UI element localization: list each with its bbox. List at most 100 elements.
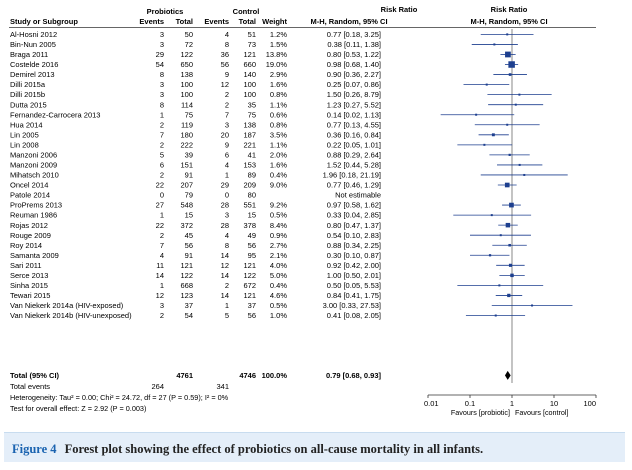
study-row: Lin 2005 7 180 20 187 3.5% 0.36 [0.16, 0.84]: [10, 130, 381, 139]
study-risk-ratio: 0.84 [0.41, 1.75]: [327, 291, 381, 300]
control-total: 153: [243, 161, 256, 170]
study-row: Reuman 1986 1 15 3 15 0.5% 0.33 [0.04, 2.85]: [10, 211, 381, 220]
study-weight: 1.1%: [270, 140, 287, 149]
probiotic-total: 15: [185, 211, 193, 220]
probiotic-events: 4: [160, 251, 164, 260]
study-weight: 3.5%: [270, 130, 287, 139]
forest-plot: Probiotics Control Risk Ratio Risk Ratio…: [9, 5, 597, 417]
probiotic-events: 2: [160, 311, 164, 320]
effect-square: [493, 43, 496, 46]
plot-method-header: M-H, Random, 95% CI: [470, 17, 547, 26]
total-n2: 4746: [239, 371, 256, 380]
heterogeneity-text: Heterogeneity: Tau² = 0.00; Chi² = 24.72…: [10, 393, 229, 402]
control-total: 100: [243, 80, 256, 89]
study-risk-ratio: 0.22 [0.05, 1.01]: [327, 140, 381, 149]
probiotic-events: 1: [160, 211, 164, 220]
total-n1: 4761: [176, 371, 193, 380]
study-row: Dilli 2015b 3 100 2 100 0.8% 1.50 [0.26, 8.79]: [10, 90, 381, 99]
study-row: Serce 2013 14 122 14 122 5.0% 1.00 [0.50, 2.01…: [10, 271, 381, 280]
figure-caption: Figure 4 Forest plot showing the effect o…: [12, 442, 483, 457]
total-ci: 0.79 [0.68, 0.93]: [326, 371, 382, 380]
control-events: 36: [221, 50, 229, 59]
overall-effect-text: Test for overall effect: Z = 2.92 (P = 0…: [10, 404, 146, 413]
study-name: Lin 2008: [10, 140, 39, 149]
probiotic-events: 14: [156, 271, 164, 280]
axis-tick-label: 100: [583, 399, 596, 408]
probiotic-events: 0: [160, 191, 164, 200]
study-risk-ratio: 0.97 [0.58, 1.62]: [327, 201, 381, 210]
control-events: 14: [221, 251, 229, 260]
study-risk-ratio: 0.80 [0.47, 1.37]: [327, 221, 381, 230]
group1-header: Probiotics: [147, 7, 184, 16]
study-name: Manzoni 2006: [10, 150, 57, 159]
probiotic-events: 2: [160, 120, 164, 129]
study-weight: 0.6%: [270, 110, 287, 119]
axis-tick-label: 0.01: [424, 399, 439, 408]
study-row: Al-Hosni 2012 3 50 4 51 1.2% 0.77 [0.18, 3.25]: [10, 30, 381, 39]
control-total: 75: [248, 110, 256, 119]
probiotic-total: 122: [180, 50, 193, 59]
probiotic-events: 3: [160, 30, 164, 39]
study-weight: 1.6%: [270, 161, 287, 170]
study-weight: 13.8%: [266, 50, 288, 59]
probiotic-total: 54: [185, 311, 193, 320]
study-weight: 2.0%: [270, 150, 287, 159]
study-risk-ratio: 0.77 [0.13, 4.55]: [327, 120, 381, 129]
total-events-2: 341: [216, 382, 229, 391]
study-weight: 0.9%: [270, 231, 287, 240]
study-name: Dilli 2015b: [10, 90, 45, 99]
control-total: 100: [243, 90, 256, 99]
probiotic-events: 29: [156, 50, 164, 59]
study-name: Lin 2005: [10, 130, 39, 139]
study-weight: 0.4%: [270, 171, 287, 180]
study-row: Sinha 2015 1 668 2 672 0.4% 0.50 [0.05, 5.53]: [10, 281, 381, 290]
total-events-label: Total events: [10, 382, 50, 391]
study-row: Lin 2008 2 222 9 221 1.1% 0.22 [0.05, 1.01]: [10, 140, 381, 149]
control-events: 29: [221, 181, 229, 190]
study-weight: 0.5%: [270, 211, 287, 220]
study-row: Manzoni 2006 5 39 6 41 2.0% 0.88 [0.29, 2.64]: [10, 150, 381, 159]
study-name: Demirel 2013: [10, 70, 55, 79]
control-events: 4: [225, 231, 229, 240]
study-row: Rouge 2009 2 45 4 49 0.9% 0.54 [0.10, 2.83]: [10, 231, 381, 240]
probiotic-events: 3: [160, 301, 164, 310]
control-events: 14: [221, 291, 229, 300]
probiotic-total: 100: [180, 90, 193, 99]
study-weight: 5.0%: [270, 271, 287, 280]
study-row: Oncel 2014 22 207 29 209 9.0% 0.77 [0.46, 1.29…: [10, 181, 381, 190]
control-total: 56: [248, 241, 256, 250]
probiotic-events: 6: [160, 161, 164, 170]
study-risk-ratio: 0.98 [0.68, 1.40]: [327, 60, 381, 69]
effect-square: [531, 304, 534, 307]
events1-header: Events: [139, 17, 164, 26]
control-total: 15: [248, 211, 256, 220]
study-row: Patole 2014 0 79 0 80 Not estimable: [10, 191, 381, 200]
probiotic-events: 2: [160, 171, 164, 180]
study-row: Van Niekerk 2014a (HIV-exposed) 3 37 1 37 0.5…: [10, 301, 381, 310]
study-name: ProPrems 2013: [10, 201, 62, 210]
control-total: 551: [243, 201, 256, 210]
effect-col-header: Risk Ratio: [381, 5, 418, 14]
figure-label: Figure 4: [12, 442, 57, 456]
effect-square: [506, 33, 509, 36]
probiotic-events: 8: [160, 100, 164, 109]
control-events: 56: [221, 60, 229, 69]
total2-header: Total: [239, 17, 256, 26]
study-name: Sinha 2015: [10, 281, 48, 290]
study-weight: 4.0%: [270, 261, 287, 270]
study-name: Van Niekerk 2014a (HIV-exposed): [10, 301, 124, 310]
study-name: Bin-Nun 2005: [10, 40, 56, 49]
probiotic-events: 8: [160, 70, 164, 79]
study-row: Manzoni 2009 6 151 4 153 1.6% 1.52 [0.44, 5.28…: [10, 161, 381, 170]
control-events: 28: [221, 201, 229, 210]
control-total: 73: [248, 40, 256, 49]
control-events: 3: [225, 120, 229, 129]
study-name: Samanta 2009: [10, 251, 59, 260]
study-weight: 1.0%: [270, 311, 287, 320]
control-total: 672: [243, 281, 256, 290]
total-events-1: 264: [151, 382, 164, 391]
effect-square: [488, 254, 492, 257]
study-weight: 1.5%: [270, 40, 287, 49]
control-total: 140: [243, 70, 256, 79]
study-name: Hua 2014: [10, 120, 43, 129]
